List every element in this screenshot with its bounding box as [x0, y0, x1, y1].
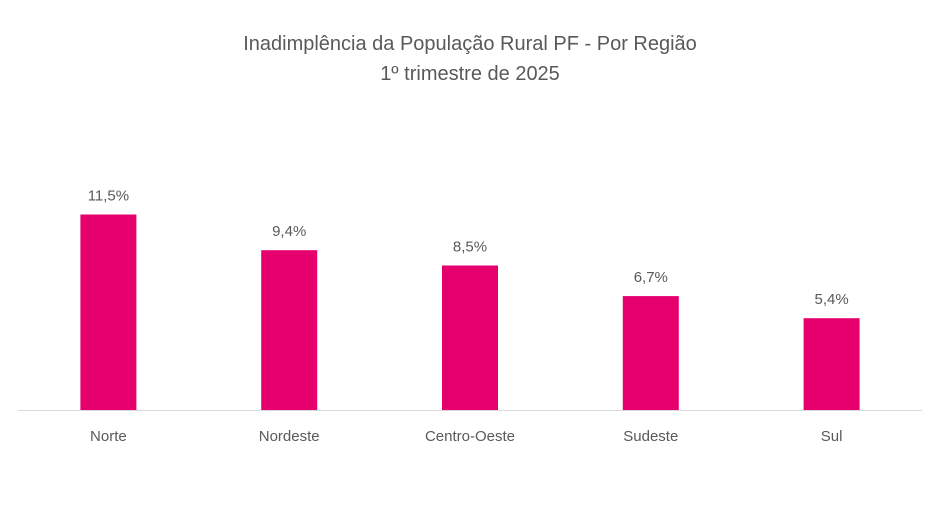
bar-nordeste — [261, 250, 318, 410]
category-label: Sul — [821, 428, 843, 445]
category-label: Nordeste — [259, 428, 320, 445]
data-label: 6,7% — [634, 269, 668, 286]
category-label: Norte — [90, 428, 127, 445]
chart-subtitle: 1º trimestre de 2025 — [380, 63, 560, 85]
bar-sudeste — [622, 296, 679, 410]
bar-sul — [803, 318, 860, 410]
chart-title: Inadimplência da População Rural PF - Po… — [243, 33, 697, 55]
category-label: Centro-Oeste — [425, 428, 515, 445]
data-label: 11,5% — [88, 188, 129, 205]
data-label: 9,4% — [272, 223, 306, 240]
category-label: Sudeste — [623, 428, 678, 445]
bar-centro-oeste — [442, 265, 498, 410]
bar-norte — [80, 214, 137, 410]
data-label: 5,4% — [814, 291, 848, 308]
data-label: 8,5% — [453, 239, 487, 256]
